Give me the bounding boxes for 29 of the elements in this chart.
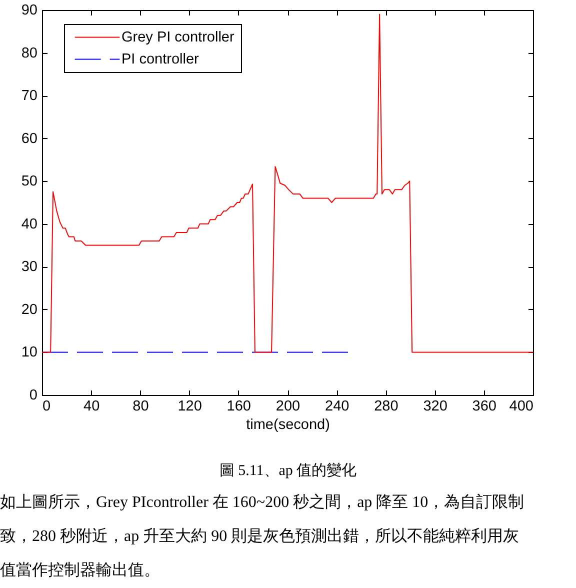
text: 值當作控制器輸出值。 [0, 560, 161, 581]
y-tick-label: 40 [21, 216, 38, 232]
x-axis-title: time(second) [246, 417, 330, 433]
y-tick-label: 70 [21, 88, 38, 104]
y-tick-label: 20 [21, 302, 38, 318]
x-tick-label: 240 [325, 398, 350, 414]
text: 致，280 秒附近，ap 升至大約 90 則是灰色預測出錯，所以不能純粹利用灰 [0, 526, 520, 547]
x-tick-label: 40 [84, 398, 100, 414]
x-tick-label: 400 [509, 398, 534, 414]
y-tick-label: 80 [21, 45, 38, 62]
y-tick-label: 10 [21, 344, 38, 361]
y-tick-label: 30 [21, 259, 38, 276]
x-tick-label: 0 [42, 398, 51, 414]
line-series [42, 14, 533, 353]
x-tick-label: 160 [226, 398, 251, 414]
y-tick-label: 50 [21, 174, 38, 190]
legend-label: PI controller [122, 51, 200, 68]
x-tick-label: 280 [374, 398, 398, 414]
x-tick-label: 80 [132, 398, 149, 414]
y-tick-label: 0 [29, 388, 38, 404]
x-tick-label: 360 [472, 398, 496, 414]
legend-label: Grey PI controller [122, 29, 234, 46]
x-tick-label: 200 [276, 398, 300, 414]
x-tick-label: 320 [423, 398, 448, 414]
y-tick-label: 90 [21, 2, 38, 18]
x-tick-label: 120 [178, 398, 202, 414]
text: 如上圖所示，Grey PIcontroller 在 160~200 秒之間，ap 降至 10，為自訂限制 [0, 492, 526, 513]
y-tick-label: 60 [21, 130, 38, 147]
caption: 圖 5.11、ap 值的變化 [218, 462, 358, 481]
